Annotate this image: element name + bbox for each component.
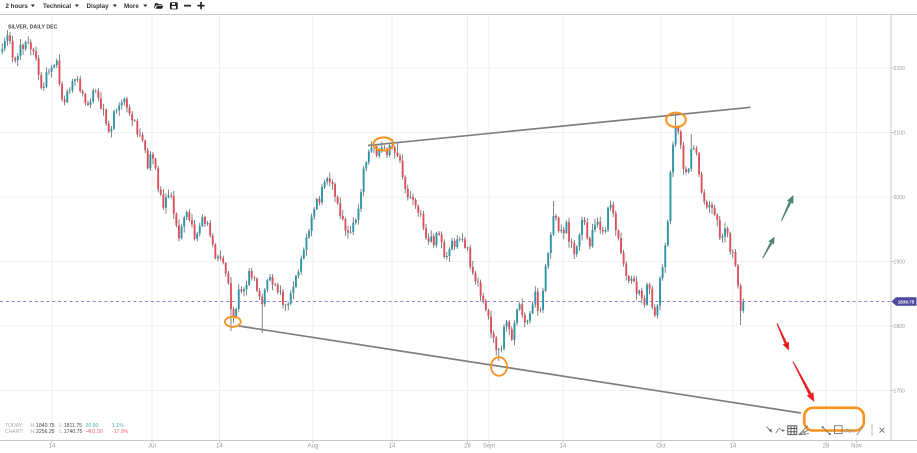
svg-text:14: 14 — [49, 443, 56, 449]
svg-text:28: 28 — [464, 443, 471, 449]
svg-text:Sept: Sept — [483, 443, 496, 449]
svg-text:14: 14 — [730, 443, 737, 449]
svg-text:14: 14 — [216, 443, 223, 449]
svg-text:Technical: Technical — [43, 3, 71, 10]
svg-text:28: 28 — [823, 443, 830, 449]
svg-text:Jul: Jul — [148, 443, 156, 449]
svg-text:2000: 2000 — [894, 195, 905, 201]
svg-text:SILVER, DAILY DEC: SILVER, DAILY DEC — [8, 24, 58, 30]
svg-text:Aug: Aug — [308, 443, 319, 449]
svg-text:Nov: Nov — [851, 443, 862, 449]
svg-text:Display: Display — [87, 3, 110, 10]
svg-text:1700: 1700 — [894, 389, 905, 395]
svg-text:2200: 2200 — [894, 66, 905, 72]
svg-text:More: More — [124, 3, 139, 10]
svg-text:Abc: Abc — [845, 428, 855, 434]
svg-text:Oct: Oct — [656, 443, 666, 449]
svg-text:1900: 1900 — [894, 260, 905, 266]
svg-text:1800: 1800 — [894, 324, 905, 330]
svg-text:2100: 2100 — [894, 131, 905, 137]
svg-text:1838.75: 1838.75 — [898, 300, 915, 305]
svg-text:2 hours: 2 hours — [6, 3, 29, 10]
svg-text:14: 14 — [389, 443, 396, 449]
svg-text:14: 14 — [560, 443, 567, 449]
